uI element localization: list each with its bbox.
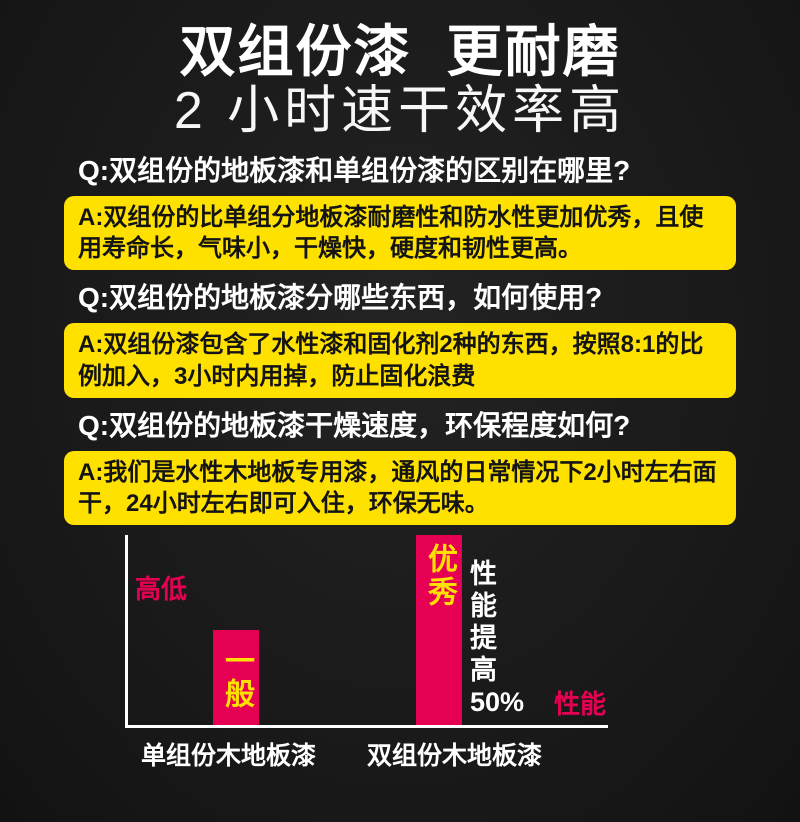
answer-2: A:双组份漆包含了水性漆和固化剂2种的东西，按照8:1的比例加入，3小时内用掉，… [64,323,736,398]
chart-plot-area: 高低 一般 优秀 性 能 提 高 50% 性能 [125,535,608,729]
bar-rating-label-double: 优秀 [423,543,456,610]
bar-rating-label-single: 一般 [220,644,253,711]
annotation-line: 性 [470,559,497,590]
answer-3: A:我们是水性木地板专用漆，通风的日常情况下2小时左右面干，24小时左右即可入住… [64,451,736,526]
category-label-single: 单组份木地板漆 [141,742,317,771]
annotation-line: 提 [470,623,497,654]
annotation-line: 50% [470,686,525,717]
improvement-annotation: 性 能 提 高 50% [470,559,524,718]
annotation-line: 能 [470,591,497,622]
marketing-poster: 双组份漆 更耐磨 2 小时速干效率高 Q:双组份的地板漆和单组份漆的区别在哪里?… [0,20,800,770]
answer-1: A:双组份的比单组分地板漆耐磨性和防水性更加优秀，且使用寿命长，气味小，干燥快，… [64,195,736,271]
question-1: Q:双组份的地板漆和单组份漆的区别在哪里? [78,154,631,186]
annotation-line: 高 [470,654,497,685]
performance-bar-chart: 高低 一般 优秀 性 能 提 高 50% 性能 单组份木地板漆 双组份木地板漆 [0,535,800,770]
category-label-double: 双组份木地板漆 [367,742,543,771]
question-3: Q:双组份的地板漆干燥速度，环保程度如何? [78,409,631,441]
sub-title: 2 小时速干效率高 [173,82,627,141]
question-2: Q:双组份的地板漆分哪些东西，如何使用? [78,282,603,314]
bar-single-component: 一般 [213,630,259,726]
x-axis-label: 性能 [553,689,606,720]
qa-section: Q:双组份的地板漆和单组份漆的区别在哪里? A:双组份的比单组分地板漆耐磨性和防… [0,155,800,526]
category-labels: 单组份木地板漆 双组份木地板漆 [125,736,685,770]
bar-double-component: 优秀 [416,535,462,726]
main-title: 双组份漆 更耐磨 [179,20,621,83]
y-axis-label: 高低 [135,574,188,605]
